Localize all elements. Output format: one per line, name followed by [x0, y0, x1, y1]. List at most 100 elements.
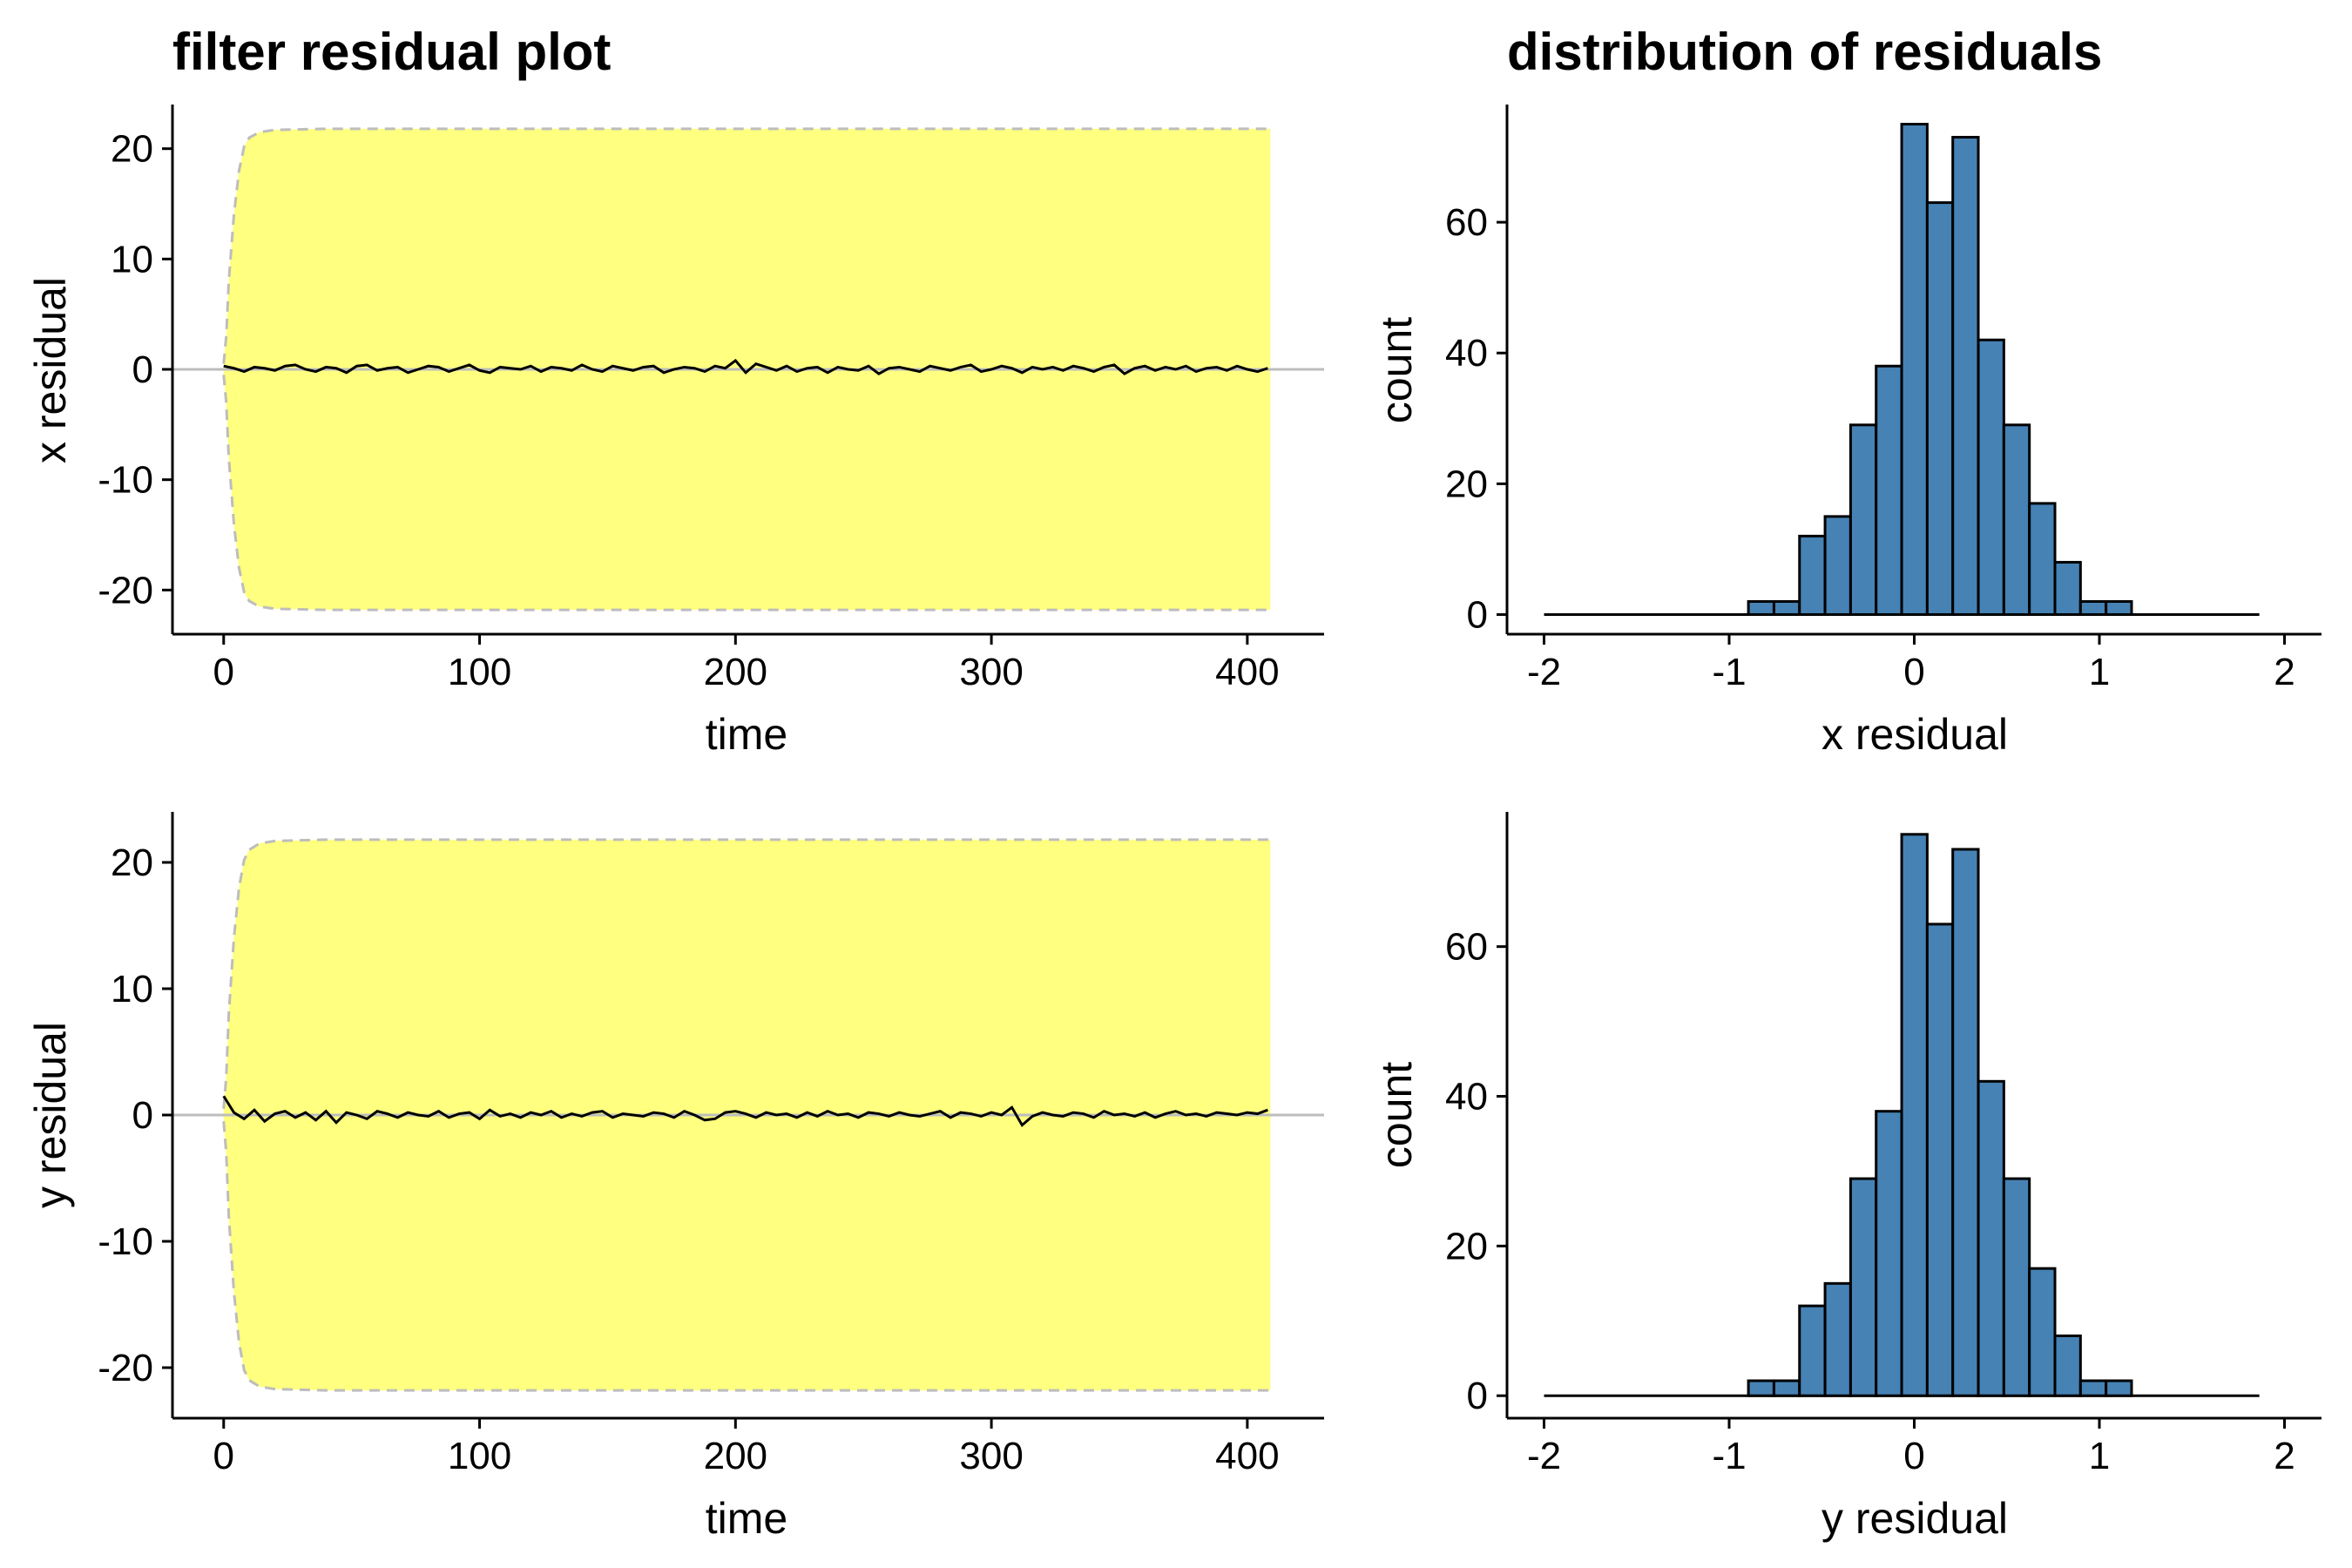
- y-tick-label: 0: [1467, 1375, 1488, 1417]
- y-tick-label: 10: [111, 968, 153, 1010]
- histogram-bar: [1900, 123, 1929, 616]
- y-ticks: 0 20 40 60: [1445, 926, 1507, 1417]
- residual-line: [222, 1095, 1268, 1127]
- x-tick-label: 100: [448, 651, 511, 693]
- histogram-bar: [1798, 534, 1827, 616]
- x-tick-label: 200: [704, 1435, 767, 1477]
- x-tick-label: 0: [213, 1435, 234, 1477]
- histogram-bar: [1848, 423, 1878, 616]
- residual-line: [223, 358, 1268, 375]
- y-tick-label: 40: [1445, 1076, 1488, 1119]
- x-tick-label: 0: [1903, 1435, 1924, 1477]
- histogram-bar: [1875, 364, 1903, 616]
- histogram-bar: [1747, 599, 1775, 616]
- x-tick-label: 300: [959, 1435, 1023, 1477]
- x-tick-label: 0: [1903, 651, 1924, 693]
- histogram-bar: [2105, 1379, 2133, 1397]
- y-ticks: -20 -10 0 10 20: [98, 128, 172, 612]
- y-tick-label: 40: [1445, 332, 1488, 375]
- band-upper-edge: [222, 838, 1271, 1109]
- x-tick-label: 400: [1215, 1435, 1279, 1477]
- y-tick-label: 0: [132, 348, 153, 391]
- histogram-bar: [2078, 599, 2108, 616]
- x-tick-label: 200: [704, 651, 767, 693]
- panel-y-residual-histogram: -2 -1 0 1 2 0 20 40 60 y residual count: [1372, 812, 2322, 1543]
- y-tick-label: 0: [132, 1094, 153, 1137]
- x-tick-label: 1: [2089, 651, 2110, 693]
- band-lower-edge: [222, 375, 1271, 612]
- x-axis-label: time: [706, 710, 787, 759]
- x-tick-label: -1: [1712, 651, 1746, 693]
- histogram-bar: [1823, 1281, 1852, 1397]
- y-tick-label: -10: [98, 1220, 153, 1263]
- x-tick-label: 300: [959, 651, 1023, 693]
- histogram-bar: [1798, 1304, 1827, 1397]
- histogram-bars: [1544, 833, 2260, 1397]
- x-tick-label: 0: [213, 651, 234, 693]
- y-tick-label: 60: [1445, 926, 1488, 969]
- x-tick-label: -2: [1527, 1435, 1561, 1477]
- histogram-bar: [2078, 1379, 2108, 1397]
- histogram-bar: [2002, 423, 2031, 616]
- y-tick-label: -20: [98, 569, 153, 612]
- histogram-bars: [1544, 123, 2260, 616]
- panel-title: distribution of residuals: [1507, 23, 2102, 81]
- panel-x-residual-time: filter residual plot 0 100 200 300 400 -20-1…: [26, 23, 1324, 759]
- x-tick-label: -2: [1527, 651, 1561, 693]
- y-tick-label: 20: [1445, 1225, 1488, 1267]
- x-axis-label: x residual: [1821, 710, 2008, 759]
- panel-y-residual-time: 0 100 200 300 400 -20 -10 0 10 20 time y residua…: [26, 812, 1324, 1543]
- histogram-bar: [1772, 599, 1801, 616]
- series-line: [222, 1095, 1268, 1127]
- x-tick-label: -1: [1712, 1435, 1746, 1477]
- histogram-bar: [1977, 338, 2005, 616]
- x-ticks: -2 -1 0 1 2: [1527, 1418, 2295, 1477]
- x-tick-label: 400: [1215, 651, 1279, 693]
- x-tick-label: 100: [448, 1435, 511, 1477]
- y-axis-label: count: [1372, 1062, 1421, 1168]
- y-axis-label: count: [1372, 317, 1421, 423]
- y-tick-label: 60: [1445, 201, 1488, 244]
- histogram-bar: [1977, 1079, 2005, 1397]
- band-upper-edge: [222, 127, 1271, 364]
- histogram-bar: [1925, 201, 1955, 616]
- x-axis-label: time: [706, 1494, 787, 1543]
- histogram-bar: [1848, 1177, 1878, 1397]
- band-lower-edge: [222, 1121, 1271, 1392]
- histogram-bar: [1900, 833, 1929, 1397]
- histogram-bar: [1925, 923, 1955, 1397]
- y-tick-label: -20: [98, 1347, 153, 1389]
- histogram-bar: [2002, 1177, 2031, 1397]
- x-axis-label: y residual: [1821, 1494, 2008, 1543]
- histogram-bar: [2028, 502, 2057, 616]
- histogram-bar: [2053, 560, 2082, 616]
- histogram-bar: [2028, 1267, 2057, 1397]
- histogram-bar: [1951, 848, 1980, 1397]
- x-tick-label: 2: [2274, 1435, 2295, 1477]
- x-ticks: -2 -1 0 1 2: [1527, 634, 2295, 693]
- panel-title: filter residual plot: [172, 23, 611, 81]
- y-axis-label: x residual: [26, 277, 75, 463]
- y-axis-label: y residual: [26, 1022, 75, 1208]
- x-tick-label: 1: [2089, 1435, 2110, 1477]
- y-tick-label: 10: [111, 238, 153, 280]
- y-ticks: 0 20 40 60: [1445, 201, 1507, 636]
- x-ticks: 0 100 200 300 400: [213, 634, 1280, 693]
- histogram-bar: [1951, 136, 1980, 616]
- panel-x-residual-histogram: distribution of residuals -2 -1 0 1 2 0 20 40 6…: [1372, 23, 2322, 759]
- histogram-bar: [2105, 599, 2133, 616]
- histogram-bar: [1747, 1379, 1775, 1397]
- y-tick-label: 0: [1467, 593, 1488, 636]
- histogram-bar: [1875, 1110, 1903, 1397]
- histogram-bar: [1772, 1379, 1801, 1397]
- y-tick-label: 20: [1445, 463, 1488, 505]
- y-tick-label: 20: [111, 128, 153, 171]
- x-ticks: 0 100 200 300 400: [213, 1418, 1280, 1477]
- x-tick-label: 2: [2274, 651, 2295, 693]
- y-tick-label: -10: [98, 459, 153, 502]
- series-line: [223, 358, 1268, 375]
- y-tick-label: 20: [111, 841, 153, 884]
- histogram-bar: [2053, 1334, 2082, 1397]
- y-ticks: -20 -10 0 10 20: [98, 841, 172, 1389]
